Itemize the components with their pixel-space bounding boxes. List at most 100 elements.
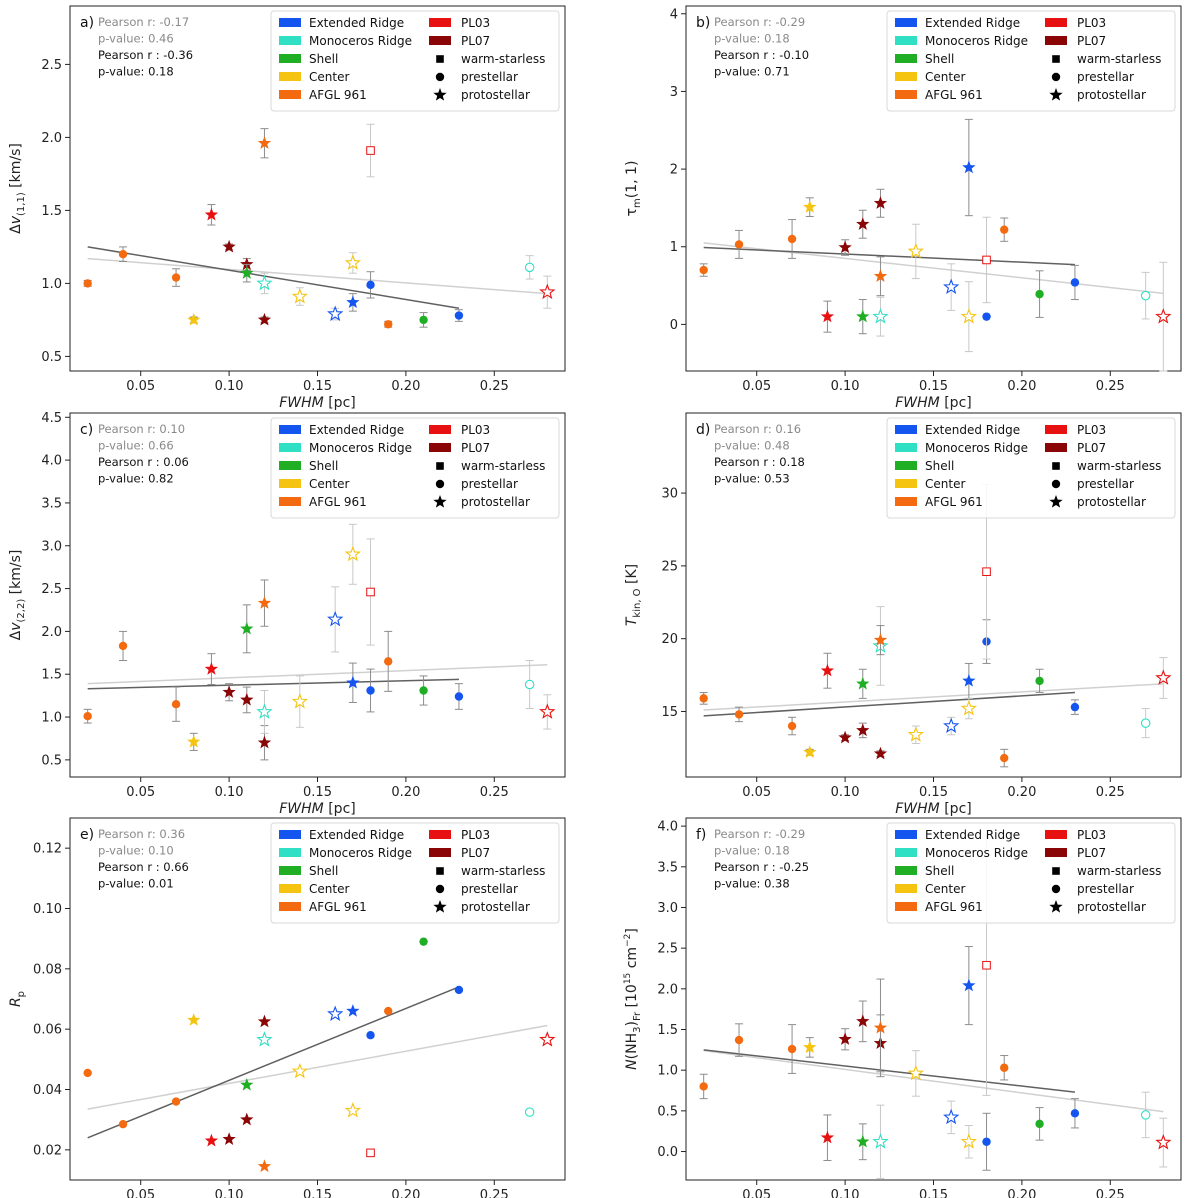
data-point: [384, 320, 393, 329]
x-tick-label: 0.05: [126, 379, 155, 394]
data-point: [962, 978, 976, 992]
y-tick-label: 1.0: [41, 711, 62, 726]
legend-swatch: [279, 72, 301, 81]
data-point: [524, 679, 535, 690]
data-point: [346, 295, 360, 309]
legend-swatch: [1045, 848, 1067, 857]
fit-line-subset: [703, 691, 1075, 717]
stat-subset: p-value: 0.53: [714, 472, 790, 486]
legend-marker-circle: [435, 884, 445, 894]
legend-label: warm-starless: [461, 864, 545, 878]
stat-subset: p-value: 0.71: [714, 65, 790, 79]
data-point: [962, 673, 976, 687]
stat-subset: Pearson r : -0.36: [98, 48, 193, 62]
y-tick-label: 30: [661, 487, 678, 502]
stat-subset: Pearson r : 0.18: [714, 455, 805, 469]
x-tick-label: 0.05: [126, 1188, 155, 1198]
data-point: [222, 685, 236, 698]
legend-swatch: [279, 866, 301, 875]
legend-swatch: [429, 830, 451, 839]
legend-marker-square: [1052, 55, 1060, 63]
data-point: [257, 1014, 272, 1028]
data-point: [384, 1006, 393, 1016]
data-point: [454, 692, 464, 701]
y-tick-label: 3: [670, 85, 678, 100]
x-tick-label: 0.05: [742, 1188, 771, 1198]
legend-label: PL07: [461, 846, 490, 860]
data-point: [982, 1137, 991, 1146]
legend-label: AFGL 961: [925, 900, 983, 914]
legend-swatch: [279, 461, 301, 470]
data-point: [257, 312, 272, 326]
fit-line-subset: [87, 986, 460, 1139]
legend-label: AFGL 961: [925, 88, 983, 102]
y-tick-label: 4.0: [657, 820, 678, 835]
data-point: [204, 1133, 219, 1147]
stat-all: p-value: 0.48: [714, 439, 790, 453]
fit-line-all: [87, 257, 548, 295]
x-tick-label: 0.20: [391, 1188, 420, 1198]
data-point: [1035, 289, 1044, 299]
legend-label: PL07: [1077, 34, 1106, 48]
legend-label: Monoceros Ridge: [309, 34, 412, 48]
legend-swatch: [429, 848, 451, 857]
legend-swatch: [279, 54, 301, 63]
legend-swatch: [429, 443, 451, 452]
legend-swatch: [429, 18, 451, 27]
data-point: [734, 1035, 744, 1045]
legend-label: Extended Ridge: [309, 828, 404, 842]
fit-line-all: [87, 1024, 548, 1110]
legend-label: Extended Ridge: [925, 828, 1020, 842]
legend-swatch: [279, 425, 301, 434]
data-point: [820, 1130, 835, 1144]
legend-swatch: [279, 36, 301, 45]
legend-swatch: [895, 848, 917, 857]
legend-label: Center: [309, 70, 349, 84]
data-point: [803, 1040, 817, 1054]
data-point: [222, 1132, 236, 1145]
x-tick-label: 0.25: [1096, 1188, 1125, 1198]
legend-marker-circle: [1051, 72, 1061, 82]
x-axis-title: FWHM [pc]: [895, 801, 971, 817]
x-tick-label: 0.25: [480, 379, 509, 394]
data-point: [204, 207, 219, 221]
y-tick-label: 3.0: [657, 901, 678, 916]
y-tick-label: 0.5: [41, 753, 62, 768]
legend-label: Center: [925, 882, 965, 896]
data-point: [1035, 1119, 1044, 1129]
data-point: [699, 265, 708, 275]
data-point: [240, 1112, 254, 1126]
legend-label: prestellar: [461, 882, 518, 896]
data-point: [960, 1133, 978, 1149]
stat-all: p-value: 0.46: [98, 32, 174, 46]
data-point: [1035, 676, 1044, 686]
legend-label: warm-starless: [1077, 52, 1161, 66]
legend-label: Monoceros Ridge: [309, 441, 412, 455]
legend-label: AFGL 961: [309, 900, 367, 914]
legend-label: PL07: [461, 441, 490, 455]
data-point: [943, 1108, 960, 1125]
data-point: [820, 663, 835, 677]
panel-label: f): [696, 827, 706, 843]
y-tick-label: 15: [661, 705, 678, 720]
data-point: [1140, 290, 1151, 301]
legend-label: Shell: [309, 52, 338, 66]
legend-label: AFGL 961: [309, 88, 367, 102]
data-point: [787, 721, 797, 731]
data-point: [982, 960, 991, 970]
legend-swatch: [895, 425, 917, 434]
y-tick-label: 4.0: [41, 454, 62, 469]
data-point: [982, 567, 991, 577]
legend-label: protostellar: [1077, 495, 1146, 509]
y-tick-label: 2.5: [41, 58, 62, 73]
legend-swatch: [429, 36, 451, 45]
data-point: [524, 1107, 535, 1117]
data-point: [856, 676, 870, 690]
legend-label: Shell: [309, 864, 338, 878]
data-point: [907, 1064, 924, 1081]
stat-all: Pearson r: -0.17: [98, 15, 189, 29]
y-axis-title: Δv(2,2) [km/s]: [8, 550, 27, 641]
legend-swatch: [895, 866, 917, 875]
x-tick-label: 0.25: [480, 1188, 509, 1198]
data-point: [257, 596, 272, 609]
